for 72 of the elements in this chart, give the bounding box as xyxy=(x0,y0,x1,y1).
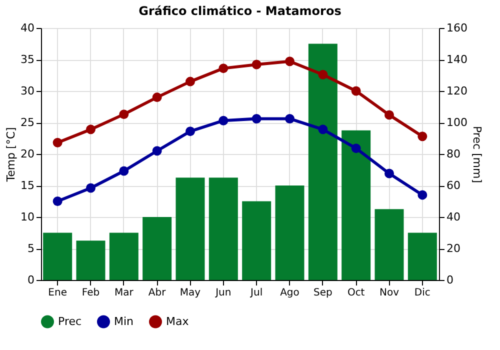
x-tick-label: Dic xyxy=(414,288,430,298)
bar xyxy=(342,130,371,280)
y2-tick-label: 100 xyxy=(446,116,468,129)
y2-tick-label: 20 xyxy=(446,242,460,255)
bar xyxy=(374,209,404,280)
point xyxy=(384,110,394,120)
point xyxy=(285,56,294,66)
y2-tick-label: 0 xyxy=(446,274,454,286)
y-axis-title: Temp [°C] xyxy=(4,127,18,183)
x-tick-label: Nov xyxy=(379,288,400,298)
point xyxy=(86,183,96,193)
point xyxy=(86,124,96,134)
point xyxy=(186,126,195,136)
x-tick-label: May xyxy=(180,288,201,298)
x-tick-label: Jul xyxy=(250,288,263,298)
y-tick-label: 5 xyxy=(28,242,34,255)
y2-tick-label: 40 xyxy=(446,210,460,224)
y-tick-label: 0 xyxy=(28,274,34,286)
bar xyxy=(308,44,338,280)
y2-axis-title: Prec [mm] xyxy=(470,126,484,184)
point xyxy=(252,60,262,70)
y-tick-label: 25 xyxy=(20,116,34,129)
point xyxy=(318,124,328,134)
point xyxy=(152,92,162,102)
point xyxy=(418,132,428,142)
y2-tick-label: 60 xyxy=(446,179,460,192)
bar xyxy=(242,201,272,280)
bar xyxy=(275,186,304,280)
x-tick-label: Sep xyxy=(313,288,332,298)
legend-label: Max xyxy=(166,314,190,328)
point xyxy=(285,114,294,124)
x-tick-label: Oct xyxy=(347,288,365,298)
x-tick-label: Ago xyxy=(280,288,300,298)
x-tick-label: Ene xyxy=(48,288,67,298)
point xyxy=(186,76,195,86)
x-tick-label: Abr xyxy=(148,288,167,298)
point xyxy=(119,110,129,120)
point xyxy=(218,64,228,74)
bar xyxy=(142,217,172,280)
point xyxy=(152,146,162,156)
legend-label: Min xyxy=(114,314,134,328)
point xyxy=(418,190,428,200)
legend-label: Prec xyxy=(58,314,82,328)
y-tick-label: 35 xyxy=(20,53,34,66)
bar xyxy=(76,240,106,280)
y-tick-label: 30 xyxy=(20,84,34,98)
point xyxy=(119,166,129,176)
point xyxy=(351,144,361,154)
y2-tick-label: 140 xyxy=(446,53,468,66)
point xyxy=(52,138,62,148)
x-tick-label: Mar xyxy=(114,288,134,298)
y2-tick-label: 160 xyxy=(446,22,468,34)
chart-title: Gráfico climático - Matamoros xyxy=(138,4,342,18)
point xyxy=(52,196,62,206)
bar xyxy=(408,232,437,280)
bar xyxy=(43,232,72,280)
point xyxy=(351,86,361,96)
y2-tick-label: 80 xyxy=(446,148,460,160)
bar xyxy=(109,232,138,280)
point xyxy=(252,114,262,124)
point xyxy=(318,70,328,80)
bar xyxy=(176,178,205,280)
x-tick-label: Jun xyxy=(214,288,232,298)
x-tick-label: Feb xyxy=(82,288,100,298)
y-tick-label: 15 xyxy=(20,179,34,192)
y-tick-label: 20 xyxy=(20,148,34,160)
point xyxy=(218,116,228,126)
y2-tick-label: 120 xyxy=(446,84,468,98)
point xyxy=(384,168,394,178)
y-tick-label: 10 xyxy=(20,210,34,224)
bar xyxy=(208,178,238,280)
y-tick-label: 40 xyxy=(20,22,34,34)
